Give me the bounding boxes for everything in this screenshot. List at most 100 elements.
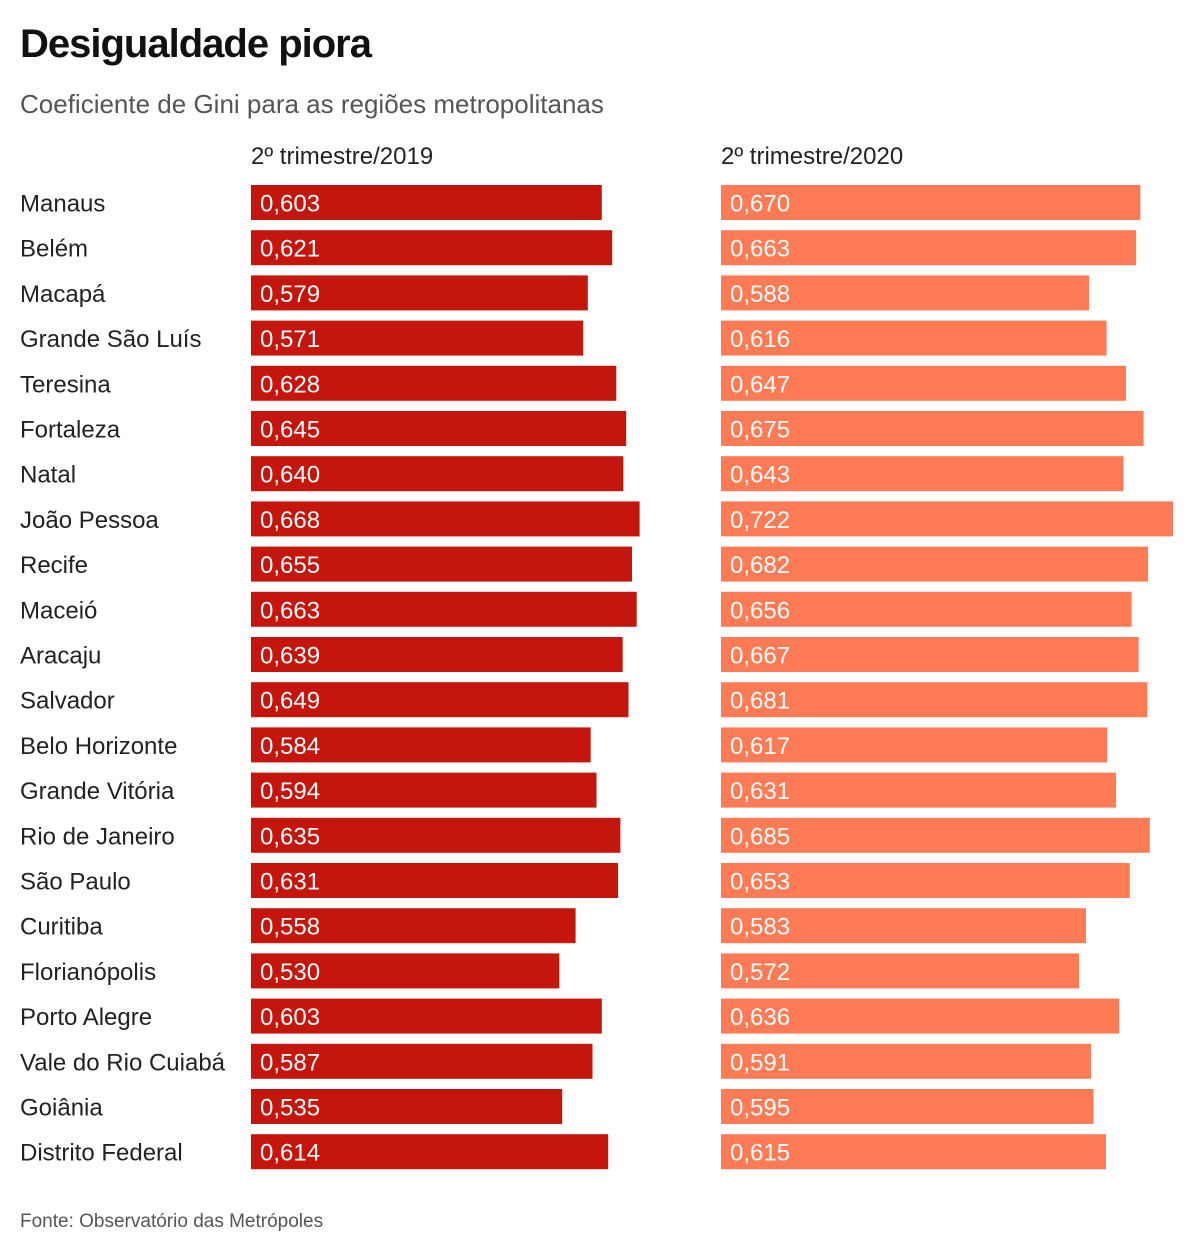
bar-2020 <box>721 1089 1094 1124</box>
bar-2020 <box>721 863 1130 898</box>
bar-value-label: 0,649 <box>260 688 320 715</box>
category-label: Porto Alegre <box>20 1004 152 1031</box>
bar-value-label: 0,571 <box>260 326 320 353</box>
bar-value-label: 0,635 <box>260 823 320 850</box>
bar-value-label: 0,535 <box>260 1095 320 1122</box>
bar-value-label: 0,603 <box>260 191 320 218</box>
bar-2020 <box>721 320 1107 356</box>
bar-2020 <box>721 546 1148 582</box>
bar-2019 <box>251 365 617 401</box>
bar-value-label: 0,587 <box>260 1049 320 1076</box>
bar-value-label: 0,530 <box>260 959 320 986</box>
category-label: Aracaju <box>20 643 101 670</box>
bar-value-label: 0,616 <box>730 326 790 353</box>
bar-value-label: 0,675 <box>730 417 790 444</box>
bar-value-label: 0,645 <box>260 417 320 444</box>
series-header-2020: 2º trimestre/2020 <box>721 143 904 170</box>
bar-value-label: 0,722 <box>730 507 790 534</box>
category-label: João Pessoa <box>20 507 159 534</box>
bar-2020 <box>721 817 1150 853</box>
bar-2020 <box>721 772 1116 808</box>
bar-chart: Manaus 0,603 0,670 Belém 0,621 0,663 Macapá 0,5… <box>20 185 1173 1170</box>
category-label: Grande Vitória <box>20 778 175 805</box>
category-label: Belém <box>20 236 88 263</box>
bar-2019 <box>251 501 640 537</box>
bar-2019 <box>251 682 629 718</box>
bar-value-label: 0,603 <box>260 1004 320 1031</box>
bar-value-label: 0,572 <box>730 959 790 986</box>
bar-value-label: 0,583 <box>730 914 790 941</box>
category-label: Distrito Federal <box>20 1140 183 1167</box>
bar-2020 <box>721 501 1173 537</box>
bar-2020 <box>721 908 1086 944</box>
bar-2020 <box>721 727 1108 763</box>
bar-value-label: 0,591 <box>730 1049 790 1076</box>
category-label: Macapá <box>20 281 106 308</box>
source-note: Fonte: Observatório das Metrópoles <box>20 1211 324 1232</box>
bar-value-label: 0,663 <box>260 597 320 624</box>
bar-2019 <box>251 546 632 582</box>
bar-2019 <box>251 456 624 492</box>
category-label: Curitiba <box>20 914 103 941</box>
category-label: Goiânia <box>20 1095 103 1122</box>
bar-2020 <box>721 682 1148 718</box>
bar-2019 <box>251 185 602 220</box>
bar-value-label: 0,621 <box>260 236 320 263</box>
bar-value-label: 0,594 <box>260 778 320 805</box>
bar-value-label: 0,588 <box>730 281 790 308</box>
bar-value-label: 0,631 <box>730 778 790 805</box>
category-label: Recife <box>20 552 88 579</box>
bar-2019 <box>251 637 623 672</box>
category-label: Teresina <box>20 371 111 398</box>
series-header-2019: 2º trimestre/2019 <box>251 143 434 170</box>
bar-2019 <box>251 817 621 853</box>
bar-value-label: 0,663 <box>730 236 790 263</box>
bar-value-label: 0,655 <box>260 552 320 579</box>
category-label: São Paulo <box>20 869 131 896</box>
bar-2020 <box>721 365 1126 401</box>
bar-value-label: 0,614 <box>260 1140 320 1167</box>
bar-value-label: 0,617 <box>730 733 790 760</box>
bar-2020 <box>721 591 1132 627</box>
chart-subtitle: Coeficiente de Gini para as regiões metr… <box>20 89 604 119</box>
category-label: Natal <box>20 462 76 489</box>
bar-value-label: 0,640 <box>260 462 320 489</box>
bar-value-label: 0,670 <box>730 191 790 218</box>
bar-value-label: 0,579 <box>260 281 320 308</box>
category-label: Belo Horizonte <box>20 733 177 760</box>
bar-2019 <box>251 908 576 944</box>
bar-value-label: 0,647 <box>730 371 790 398</box>
bar-value-label: 0,558 <box>260 914 320 941</box>
bar-2020 <box>721 637 1139 672</box>
bar-value-label: 0,656 <box>730 597 790 624</box>
bar-2019 <box>251 772 597 808</box>
category-label: Vale do Rio Cuiabá <box>20 1049 226 1076</box>
bar-2019 <box>251 275 588 311</box>
category-label: Manaus <box>20 191 105 218</box>
category-label: Fortaleza <box>20 417 121 444</box>
bar-2020 <box>721 230 1137 266</box>
bar-2020 <box>721 998 1120 1034</box>
bar-value-label: 0,631 <box>260 869 320 896</box>
bar-2019 <box>251 591 637 627</box>
bar-2019 <box>251 953 560 989</box>
bar-2019 <box>251 230 613 266</box>
bar-value-label: 0,628 <box>260 371 320 398</box>
bar-2019 <box>251 1043 593 1079</box>
bar-2020 <box>721 275 1090 311</box>
bar-value-label: 0,667 <box>730 643 790 670</box>
bar-2020 <box>721 1134 1106 1170</box>
bar-2019 <box>251 320 584 356</box>
bar-value-label: 0,639 <box>260 643 320 670</box>
category-label: Florianópolis <box>20 959 156 986</box>
bar-value-label: 0,653 <box>730 869 790 896</box>
bar-value-label: 0,615 <box>730 1140 790 1167</box>
bar-value-label: 0,636 <box>730 1004 790 1031</box>
bar-value-label: 0,595 <box>730 1095 790 1122</box>
bar-value-label: 0,643 <box>730 462 790 489</box>
category-label: Salvador <box>20 688 115 715</box>
bar-value-label: 0,682 <box>730 552 790 579</box>
bar-2019 <box>251 863 619 898</box>
bar-value-label: 0,584 <box>260 733 320 760</box>
bar-value-label: 0,685 <box>730 823 790 850</box>
